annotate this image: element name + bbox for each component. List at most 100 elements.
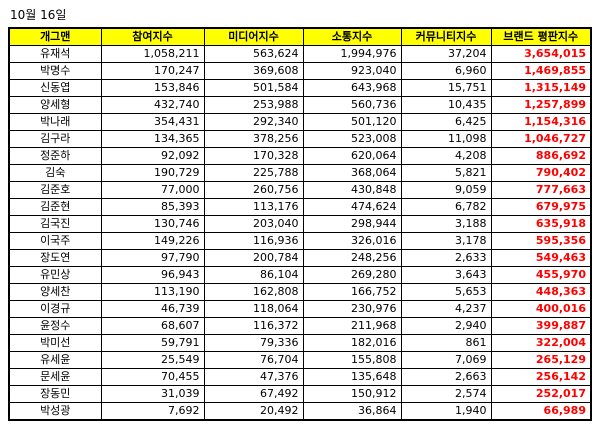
table-row: 이경규 46,739 118,064 230,976 4,237 400,016 [8,300,592,318]
date-title: 10월 16일 [10,8,67,22]
table-cell: 790,402 [490,164,592,182]
table-cell: 김국진 [8,215,102,233]
table-cell: 2,940 [400,317,492,335]
table-cell: 155,808 [302,351,402,369]
table-cell: 265,129 [490,351,592,369]
table-cell: 박나래 [8,113,102,131]
table-cell: 203,040 [203,215,304,233]
table-cell: 620,064 [302,147,402,165]
table-row: 유세윤 25,549 76,704 155,808 7,069 265,129 [8,351,592,369]
table-cell: 10,435 [400,96,492,114]
table-row: 장동민 31,039 67,492 150,912 2,574 252,017 [8,385,592,403]
table-cell: 67,492 [203,385,304,403]
table-cell: 923,040 [302,62,402,80]
table-cell: 501,120 [302,113,402,131]
table-cell: 399,887 [490,317,592,335]
table-cell: 장동민 [8,385,102,403]
table-cell: 190,729 [100,164,205,182]
header-cell: 미디어지수 [203,27,304,46]
table-cell: 200,784 [203,249,304,267]
table-cell: 25,549 [100,351,205,369]
table-cell: 66,989 [490,402,592,421]
table-cell: 정준하 [8,147,102,165]
table-cell: 298,944 [302,215,402,233]
table-cell: 양세찬 [8,283,102,301]
table-row: 박나래 354,431 292,340 501,120 6,425 1,154,316 [8,113,592,131]
table-cell: 김준현 [8,198,102,216]
table-cell: 635,918 [490,215,592,233]
table-row: 정준하 92,092 170,328 620,064 4,208 886,692 [8,147,592,165]
table-cell: 박명수 [8,62,102,80]
table-cell: 6,782 [400,198,492,216]
table-cell: 박성광 [8,402,102,421]
table-cell: 신동엽 [8,79,102,97]
table-row: 김구라 134,365 378,256 523,008 11,098 1,046,727 [8,130,592,148]
table-row: 김준현 85,393 113,176 474,624 6,782 679,975 [8,198,592,216]
table-cell: 77,000 [100,181,205,199]
table-cell: 116,936 [203,232,304,250]
table-cell: 96,943 [100,266,205,284]
table-row: 박미선 59,791 79,336 182,016 861 322,004 [8,334,592,352]
table-cell: 150,912 [302,385,402,403]
table-cell: 1,469,855 [490,62,592,80]
table-cell: 36,864 [302,402,402,421]
table-cell: 86,104 [203,266,304,284]
table-cell: 3,654,015 [490,45,592,63]
header-cell: 참여지수 [100,27,205,46]
table-row: 박성광 7,692 20,492 36,864 1,940 66,989 [8,402,592,421]
table-cell: 7,069 [400,351,492,369]
table-cell: 886,692 [490,147,592,165]
table-cell: 679,975 [490,198,592,216]
table-cell: 113,190 [100,283,205,301]
table-cell: 369,608 [203,62,304,80]
table-cell: 김숙 [8,164,102,182]
table-cell: 장도연 [8,249,102,267]
table-cell: 1,315,149 [490,79,592,97]
table-cell: 134,365 [100,130,205,148]
table-cell: 2,574 [400,385,492,403]
table-cell: 59,791 [100,334,205,352]
table-cell: 김구라 [8,130,102,148]
table-cell: 354,431 [100,113,205,131]
table-cell: 560,736 [302,96,402,114]
table-cell: 432,740 [100,96,205,114]
table-cell: 15,751 [400,79,492,97]
table-cell: 113,176 [203,198,304,216]
table-cell: 230,976 [302,300,402,318]
table-cell: 3,643 [400,266,492,284]
table-cell: 문세윤 [8,368,102,386]
table-cell: 7,692 [100,402,205,421]
table-cell: 3,178 [400,232,492,250]
table-cell: 68,607 [100,317,205,335]
table-cell: 643,968 [302,79,402,97]
table-row: 문세윤 70,455 47,376 135,648 2,663 256,142 [8,368,592,386]
table-cell: 46,739 [100,300,205,318]
table-row: 박명수 170,247 369,608 923,040 6,960 1,469,855 [8,62,592,80]
table-cell: 269,280 [302,266,402,284]
table-cell: 130,746 [100,215,205,233]
header-row: 개그맨 참여지수 미디어지수 소통지수 커뮤니티지수 브랜드 평판지수 [8,27,592,46]
table-cell: 31,039 [100,385,205,403]
table-cell: 153,846 [100,79,205,97]
table-cell: 4,208 [400,147,492,165]
table-cell: 326,016 [302,232,402,250]
table-cell: 1,046,727 [490,130,592,148]
table-cell: 6,960 [400,62,492,80]
table-cell: 양세형 [8,96,102,114]
table-cell: 162,808 [203,283,304,301]
table-cell: 1,257,899 [490,96,592,114]
table-cell: 400,016 [490,300,592,318]
table-cell: 116,372 [203,317,304,335]
table-cell: 97,790 [100,249,205,267]
table-row: 김준호 77,000 260,756 430,848 9,059 777,663 [8,181,592,199]
table-row: 유재석 1,058,211 563,624 1,994,976 37,204 3,654,… [8,45,592,63]
table-cell: 211,968 [302,317,402,335]
table-cell: 20,492 [203,402,304,421]
table-cell: 47,376 [203,368,304,386]
table-cell: 2,663 [400,368,492,386]
table-cell: 777,663 [490,181,592,199]
table-cell: 37,204 [400,45,492,63]
table-cell: 2,633 [400,249,492,267]
table-cell: 149,226 [100,232,205,250]
